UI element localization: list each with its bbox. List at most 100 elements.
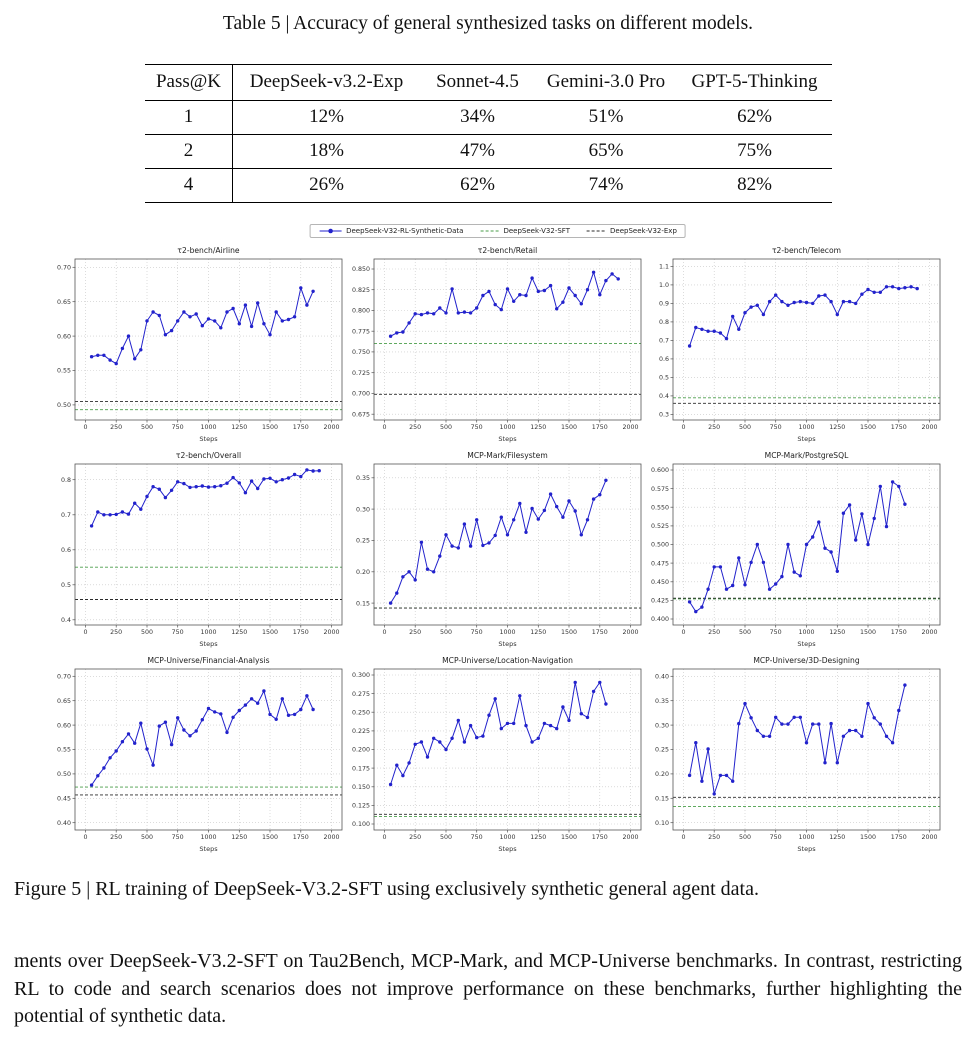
svg-text:1000: 1000 (499, 834, 515, 841)
svg-text:2000: 2000 (622, 629, 638, 636)
svg-text:1500: 1500 (860, 629, 876, 636)
svg-text:0: 0 (681, 834, 685, 841)
svg-text:τ2-bench/Retail: τ2-bench/Retail (478, 246, 537, 255)
subplot-mcp-universe-financial-analysis: MCP-Universe/Financial-Analysis 0 250 500 75… (48, 654, 347, 859)
legend-label: DeepSeek-V32-SFT (503, 227, 570, 235)
table-row: 1 12% 34% 51% 62% (145, 101, 832, 135)
svg-text:1250: 1250 (530, 629, 546, 636)
table-title: Table 5 | Accuracy of general synthesize… (222, 13, 754, 34)
svg-text:0.225: 0.225 (352, 728, 370, 735)
svg-text:0.700: 0.700 (352, 391, 370, 398)
svg-text:2000: 2000 (323, 629, 339, 636)
svg-text:1000: 1000 (499, 629, 515, 636)
svg-text:1500: 1500 (262, 629, 278, 636)
svg-text:0.175: 0.175 (352, 765, 370, 772)
svg-text:0: 0 (382, 629, 386, 636)
svg-text:0.8: 0.8 (659, 319, 669, 326)
svg-text:0.5: 0.5 (61, 582, 71, 589)
svg-text:0.275: 0.275 (352, 691, 370, 698)
svg-text:Steps: Steps (498, 640, 517, 648)
legend-label: DeepSeek-V32-RL-Synthetic-Data (346, 227, 464, 235)
svg-text:0.825: 0.825 (352, 287, 370, 294)
svg-text:0.65: 0.65 (57, 698, 71, 705)
svg-text:1500: 1500 (860, 834, 876, 841)
table-header-cell: Sonnet-4.5 (436, 71, 519, 92)
svg-text:1250: 1250 (231, 424, 247, 431)
svg-text:250: 250 (110, 424, 122, 431)
svg-text:500: 500 (440, 629, 452, 636)
body-paragraph: ments over DeepSeek-V3.2-SFT on Tau2Benc… (14, 950, 962, 1028)
svg-text:MCP-Mark/PostgreSQL: MCP-Mark/PostgreSQL (765, 451, 849, 460)
legend-label: DeepSeek-V32-Exp (609, 227, 677, 235)
svg-text:250: 250 (708, 629, 720, 636)
subplot-mcp-universe-3d-designing: MCP-Universe/3D-Designing 0 250 500 750 1000 1… (646, 654, 945, 859)
svg-text:0.250: 0.250 (352, 709, 370, 716)
svg-text:2000: 2000 (921, 629, 937, 636)
svg-text:750: 750 (172, 629, 184, 636)
table-cell: 51% (588, 106, 624, 127)
svg-text:0.60: 0.60 (57, 333, 71, 340)
svg-text:1250: 1250 (829, 834, 845, 841)
svg-text:1250: 1250 (231, 834, 247, 841)
table-cell: 75% (737, 140, 772, 161)
svg-text:1750: 1750 (891, 424, 907, 431)
svg-text:0.575: 0.575 (651, 486, 669, 493)
svg-text:0.775: 0.775 (352, 328, 370, 335)
svg-text:0.525: 0.525 (651, 523, 669, 530)
svg-text:1250: 1250 (829, 424, 845, 431)
table-header-row: Pass@K DeepSeek-v3.2-Exp Sonnet-4.5 Gemini-… (145, 65, 832, 101)
table-cell: 82% (737, 174, 772, 195)
table-header-cell: DeepSeek-v3.2-Exp (249, 71, 404, 92)
svg-text:1000: 1000 (798, 834, 814, 841)
svg-text:0.7: 0.7 (659, 338, 669, 345)
charts-grid: τ2-bench/Airline 0 250 500 750 1000 1250 1500 17… (48, 244, 945, 859)
svg-text:0.35: 0.35 (356, 475, 370, 482)
svg-text:750: 750 (770, 424, 782, 431)
svg-text:250: 250 (110, 834, 122, 841)
svg-text:MCP-Universe/3D-Designing: MCP-Universe/3D-Designing (753, 656, 860, 665)
svg-text:1250: 1250 (231, 629, 247, 636)
svg-text:2000: 2000 (921, 834, 937, 841)
svg-text:1500: 1500 (561, 424, 577, 431)
table-cell: 18% (309, 140, 344, 161)
table-row: 4 26% 62% 74% 82% (145, 169, 832, 202)
svg-text:0.20: 0.20 (655, 771, 669, 778)
svg-text:500: 500 (440, 834, 452, 841)
table-cell: 12% (309, 106, 344, 127)
svg-text:500: 500 (739, 424, 751, 431)
accuracy-table: Pass@K DeepSeek-v3.2-Exp Sonnet-4.5 Gemini-… (145, 64, 832, 203)
chart-svg: MCP-Universe/3D-Designing 0 250 500 750 1000 1… (655, 656, 941, 853)
svg-text:0.600: 0.600 (651, 467, 669, 474)
table-cell: 62% (737, 106, 772, 127)
svg-text:0.8: 0.8 (61, 477, 71, 484)
svg-text:0.300: 0.300 (352, 672, 370, 679)
svg-text:0.6: 0.6 (659, 356, 669, 363)
svg-text:0.150: 0.150 (352, 784, 370, 791)
svg-text:0.55: 0.55 (57, 747, 71, 754)
svg-text:0.20: 0.20 (356, 569, 370, 576)
svg-text:1000: 1000 (200, 834, 216, 841)
svg-text:0.7: 0.7 (61, 512, 71, 519)
svg-text:0.500: 0.500 (651, 542, 669, 549)
svg-text:MCP-Mark/Filesystem: MCP-Mark/Filesystem (467, 451, 547, 460)
svg-text:750: 750 (172, 834, 184, 841)
svg-text:0.4: 0.4 (659, 393, 669, 400)
chart-svg: MCP-Mark/Filesystem 0 250 500 750 1000 1250 150… (356, 451, 642, 648)
svg-text:0: 0 (83, 834, 87, 841)
table-cell: 34% (460, 106, 495, 127)
svg-text:0.550: 0.550 (651, 504, 669, 511)
svg-text:0.800: 0.800 (352, 308, 370, 315)
svg-text:1.0: 1.0 (659, 282, 669, 289)
svg-text:250: 250 (708, 834, 720, 841)
svg-text:τ2-bench/Overall: τ2-bench/Overall (176, 451, 241, 460)
svg-text:0.40: 0.40 (655, 674, 669, 681)
table-header-cell: GPT-5-Thinking (691, 71, 818, 92)
svg-text:0.50: 0.50 (57, 402, 71, 409)
svg-text:2000: 2000 (622, 834, 638, 841)
svg-text:Steps: Steps (199, 845, 218, 853)
chart-svg: τ2-bench/Overall 0 250 500 750 1000 1250 1500 17… (61, 451, 343, 648)
chart-svg: τ2-bench/Retail 0 250 500 750 1000 1250 1500 175… (352, 246, 642, 443)
table-row: 2 18% 47% 65% 75% (145, 135, 832, 169)
legend-item-exp: DeepSeek-V32-Exp (586, 227, 677, 235)
